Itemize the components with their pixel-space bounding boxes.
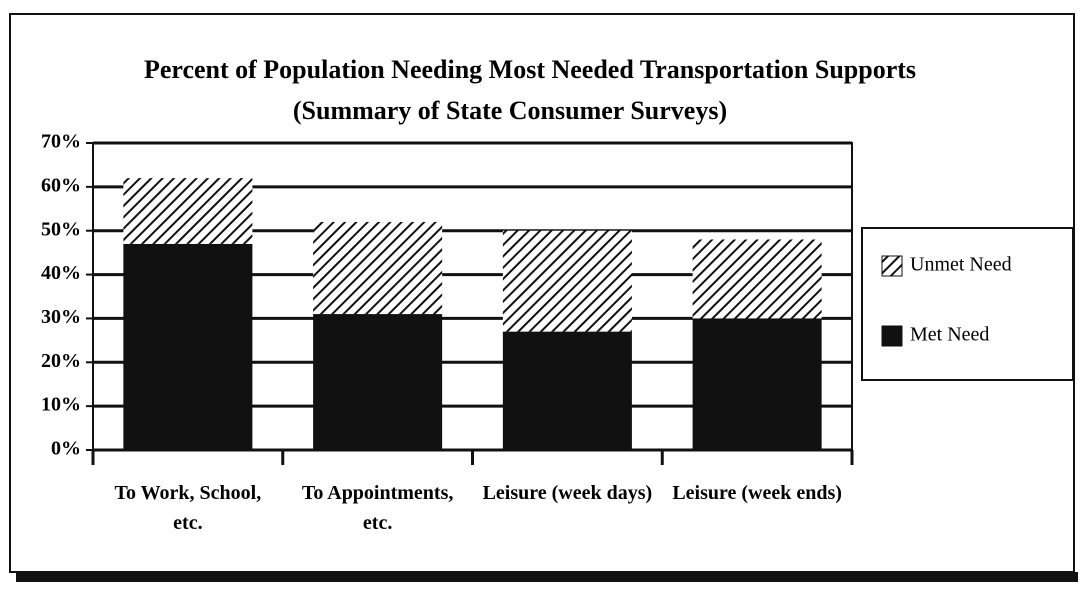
bar-segment: [502, 230, 632, 332]
bar-segment: [692, 318, 822, 450]
x-tick-label: To Appointments, etc.: [301, 482, 454, 534]
bar-segment: [313, 314, 443, 450]
x-tick-label: Leisure (week ends): [672, 482, 842, 504]
y-tick-label: 60%: [41, 174, 81, 196]
legend-swatch: [881, 255, 903, 277]
legend-label: Met Need: [910, 324, 989, 346]
bar-segment: [502, 331, 632, 450]
frame-shadow: [16, 572, 1078, 582]
y-tick-label: 20%: [41, 350, 81, 372]
bar-segment: [123, 178, 253, 244]
x-tick-label: To Work, School, etc.: [114, 482, 262, 534]
bar-segment: [123, 243, 253, 450]
bar-segment: [313, 221, 443, 315]
chart-subtitle: (Summary of State Consumer Surveys): [293, 96, 727, 125]
bar-segment: [692, 239, 822, 319]
y-tick-label: 50%: [41, 218, 81, 240]
legend-box: [861, 227, 1074, 381]
y-tick-label: 0%: [51, 438, 81, 460]
legend-swatch: [881, 325, 903, 347]
y-tick-label: 30%: [41, 306, 81, 328]
y-tick-label: 10%: [41, 394, 81, 416]
x-tick-label: Leisure (week days): [482, 482, 653, 504]
chart-title: Percent of Population Needing Most Neede…: [144, 55, 916, 84]
y-tick-label: 40%: [41, 262, 81, 284]
legend-label: Unmet Need: [910, 254, 1012, 276]
y-tick-label: 70%: [41, 131, 81, 153]
